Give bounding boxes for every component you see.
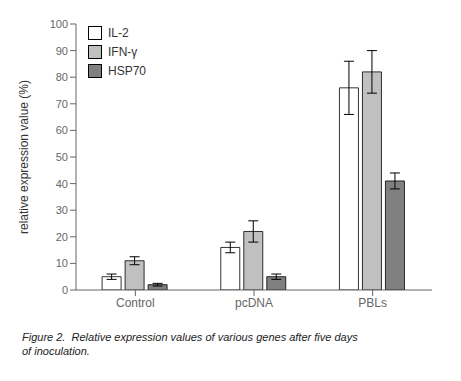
svg-text:60: 60 [56, 124, 68, 136]
svg-text:PBLs: PBLs [358, 296, 387, 310]
svg-text:pcDNA: pcDNA [235, 296, 273, 310]
svg-text:80: 80 [56, 71, 68, 83]
svg-text:100: 100 [50, 18, 68, 30]
svg-text:relative expression value (%): relative expression value (%) [17, 80, 31, 234]
svg-text:0: 0 [62, 284, 68, 296]
svg-text:90: 90 [56, 45, 68, 57]
svg-text:70: 70 [56, 98, 68, 110]
svg-text:30: 30 [56, 204, 68, 216]
html-text:Figure 2. Relative expression: Figure 2. Relative expression values of … [22, 331, 358, 357]
svg-text:Control: Control [116, 296, 155, 310]
svg-text:20: 20 [56, 231, 68, 243]
html-text:HSP70: HSP70 [108, 64, 146, 78]
svg-text:40: 40 [56, 178, 68, 190]
html-text:IFN-γ: IFN-γ [108, 45, 138, 59]
html-text:IL-2: IL-2 [108, 26, 129, 40]
svg-text:50: 50 [56, 151, 68, 163]
svg-text:10: 10 [56, 257, 68, 269]
